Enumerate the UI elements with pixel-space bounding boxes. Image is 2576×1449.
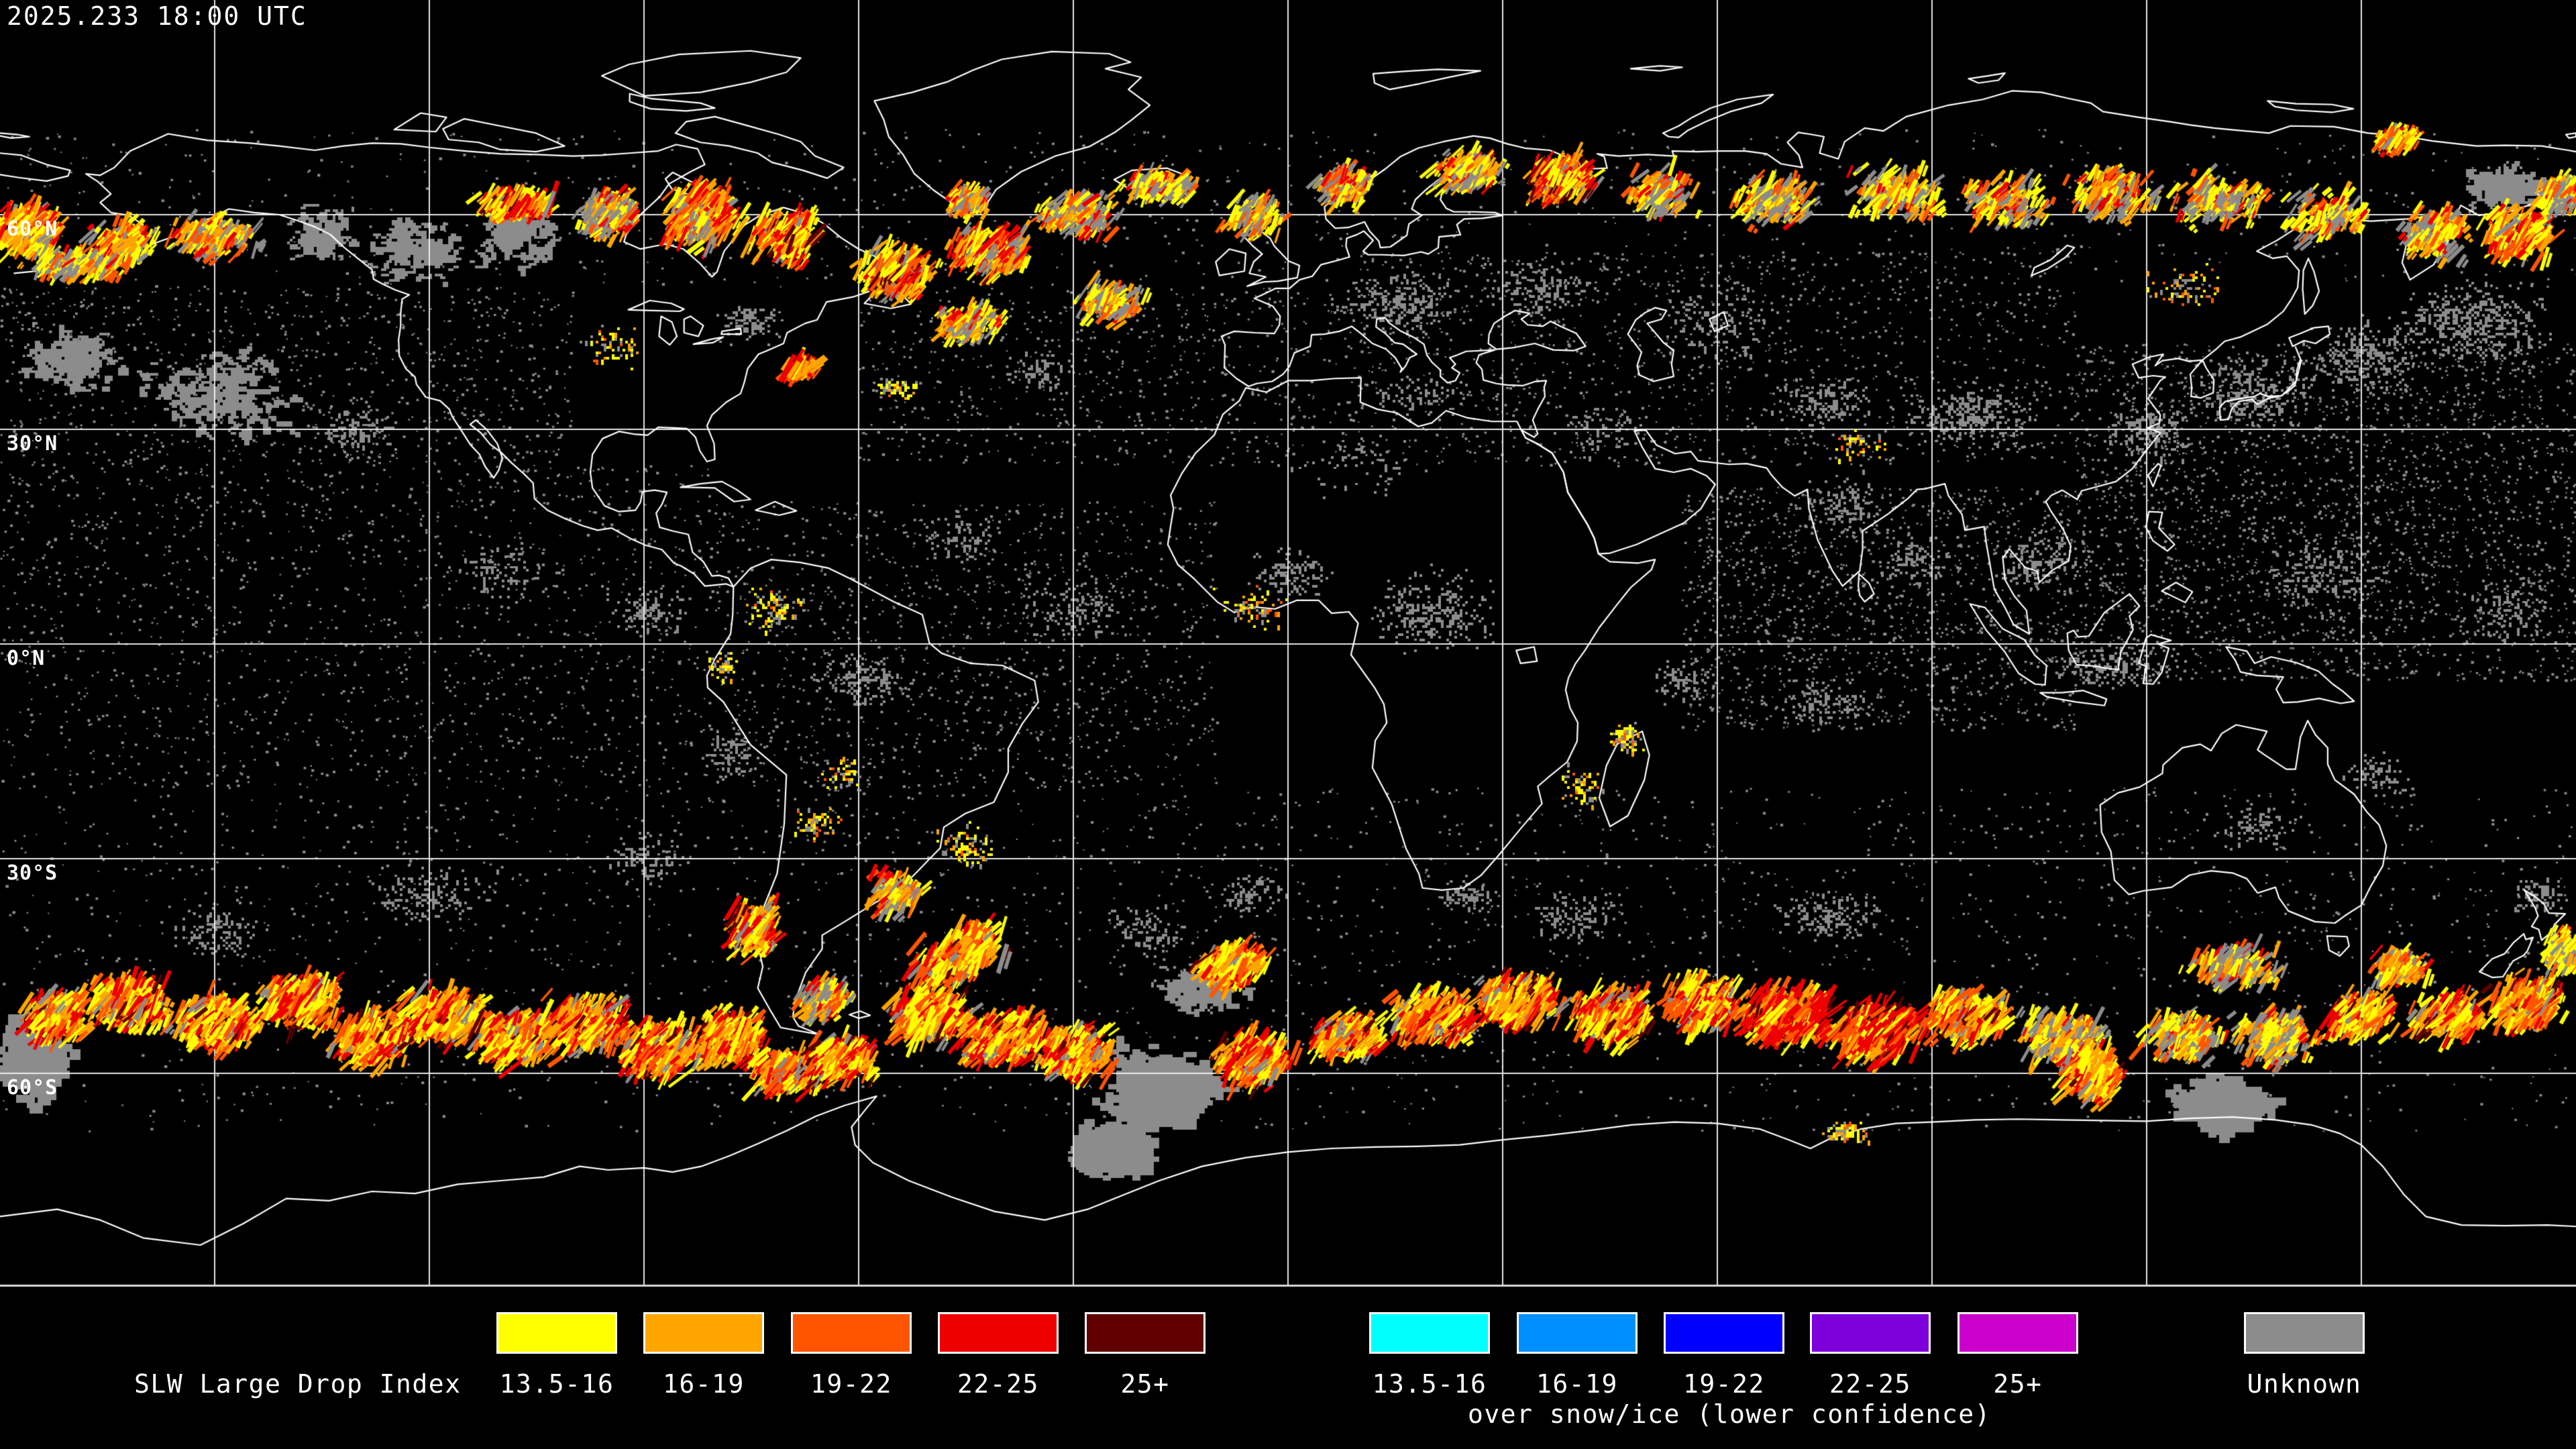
snow-ice-range-label-3: 22-25 bbox=[1829, 1369, 1911, 1399]
snow-ice-range-label-1: 16-19 bbox=[1536, 1369, 1618, 1399]
liquid-swatch-2 bbox=[791, 1312, 912, 1354]
lat-label-60s: 60°S bbox=[7, 1076, 58, 1099]
snow-ice-swatch-4 bbox=[1957, 1312, 2078, 1354]
liquid-swatch-1 bbox=[643, 1312, 764, 1354]
liquid-swatch-3 bbox=[938, 1312, 1059, 1354]
snow-ice-range-label-4: 25+ bbox=[1993, 1369, 2043, 1399]
liquid-swatch-0 bbox=[496, 1312, 617, 1354]
legend-snow-ice-caption: over snow/ice (lower confidence) bbox=[1467, 1399, 1992, 1429]
unknown-swatch-0 bbox=[2244, 1312, 2365, 1354]
snow-ice-swatch-3 bbox=[1810, 1312, 1931, 1354]
liquid-range-label-0: 13.5-16 bbox=[499, 1369, 614, 1399]
snow-ice-swatch-0 bbox=[1369, 1312, 1490, 1354]
liquid-range-label-2: 19-22 bbox=[810, 1369, 892, 1399]
lat-label-30n: 30°N bbox=[7, 432, 58, 455]
snow-ice-swatch-1 bbox=[1517, 1312, 1638, 1354]
timestamp: 2025.233 18:00 UTC bbox=[7, 1, 307, 31]
snow-ice-swatch-2 bbox=[1664, 1312, 1784, 1354]
lat-label-60n: 60°N bbox=[7, 217, 58, 241]
liquid-swatch-4 bbox=[1085, 1312, 1205, 1354]
liquid-range-label-3: 22-25 bbox=[957, 1369, 1039, 1399]
unknown-range-label-0: Unknown bbox=[2247, 1369, 2362, 1399]
world-map-canvas bbox=[0, 0, 2576, 1288]
liquid-range-label-4: 25+ bbox=[1120, 1369, 1170, 1399]
lat-label-0n: 0°N bbox=[7, 647, 46, 670]
snow-ice-range-label-2: 19-22 bbox=[1683, 1369, 1765, 1399]
liquid-range-label-1: 16-19 bbox=[663, 1369, 745, 1399]
snow-ice-range-label-0: 13.5-16 bbox=[1372, 1369, 1487, 1399]
lat-label-30s: 30°S bbox=[7, 861, 58, 885]
legend-title: SLW Large Drop Index bbox=[134, 1369, 462, 1399]
